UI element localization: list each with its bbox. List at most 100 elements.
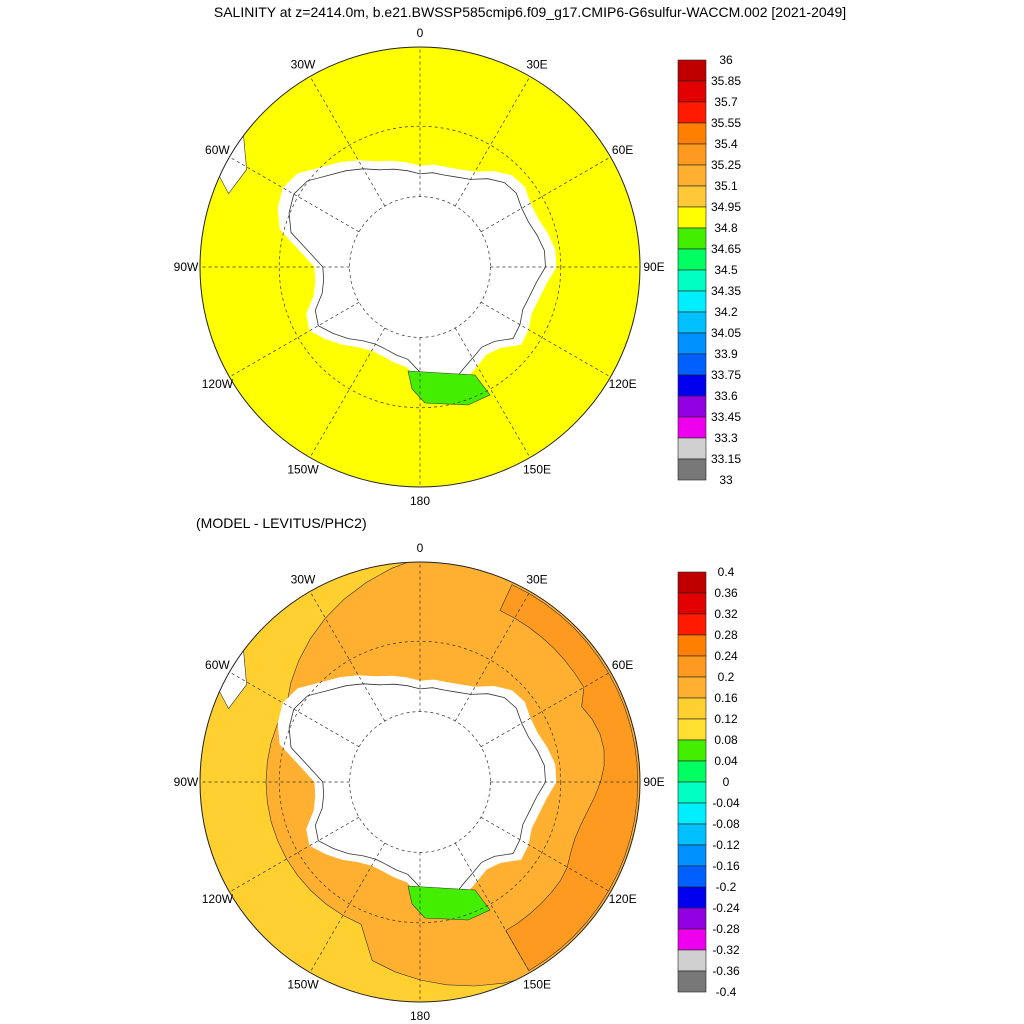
colorbar-swatch bbox=[677, 374, 707, 397]
colorbar-tick-label: 33.75 bbox=[711, 368, 741, 382]
strong-anomaly-region bbox=[499, 584, 639, 972]
colorbar-tick-label: 35.7 bbox=[714, 95, 738, 109]
colorbar-swatch bbox=[677, 823, 707, 846]
colorbar-tick-label: -0.28 bbox=[712, 922, 740, 936]
longitude-label: 120E bbox=[609, 892, 637, 906]
colorbar-swatch bbox=[677, 395, 707, 418]
longitude-gridline bbox=[309, 842, 386, 973]
longitude-label: 150W bbox=[287, 978, 319, 992]
longitude-label: 60W bbox=[205, 658, 230, 672]
longitude-gridline bbox=[480, 156, 611, 233]
longitude-gridline bbox=[309, 327, 386, 458]
colorbar-tick-label: 0.08 bbox=[714, 733, 738, 747]
colorbar-tick-label: 35.85 bbox=[711, 74, 741, 88]
latitude-gridline bbox=[278, 125, 562, 409]
longitude-label: 90E bbox=[643, 260, 664, 274]
colorbar-tick-label: 35.4 bbox=[714, 137, 738, 151]
longitude-label: 180 bbox=[410, 494, 430, 508]
longitude-gridline bbox=[229, 671, 360, 748]
colorbar-tick-label: -0.24 bbox=[712, 901, 740, 915]
colorbar-tick-label: -0.16 bbox=[712, 859, 740, 873]
colorbar-swatch bbox=[677, 760, 707, 783]
colorbar-swatch bbox=[677, 227, 707, 250]
colorbar-tick-label: 0.24 bbox=[714, 649, 738, 663]
colorbar-tick-label: 35.55 bbox=[711, 116, 741, 130]
colorbar-swatch bbox=[677, 269, 707, 292]
colorbar-tick-label: 33.3 bbox=[714, 431, 738, 445]
colorbar-swatch bbox=[677, 164, 707, 187]
colorbar-swatch bbox=[677, 865, 707, 888]
colorbar-tick-label: 0.32 bbox=[714, 607, 738, 621]
antarctica-landmass bbox=[277, 675, 557, 910]
longitude-label: 150W bbox=[287, 463, 319, 477]
colorbar-swatch bbox=[677, 592, 707, 615]
map-border bbox=[199, 561, 641, 1003]
longitude-gridline bbox=[454, 842, 531, 973]
top-colorbar: 36 35.85 35.7 35.55 35.4 35.25 35.1 34.95 34.8 34… bbox=[677, 53, 741, 487]
longitude-label: 90W bbox=[174, 260, 199, 274]
longitude-gridline bbox=[454, 591, 531, 722]
colorbar-swatch bbox=[677, 311, 707, 334]
longitude-label: 0 bbox=[417, 26, 424, 40]
colorbar-tick-label: 0.16 bbox=[714, 691, 738, 705]
longitude-label: 0 bbox=[417, 541, 424, 555]
colorbar-swatch bbox=[677, 928, 707, 951]
colorbar-tick-label: 36 bbox=[719, 53, 733, 67]
colorbar-tick-label: -0.32 bbox=[712, 943, 740, 957]
colorbar-swatch bbox=[677, 970, 707, 993]
longitude-gridline bbox=[454, 76, 531, 207]
top-polar-map: 0 30E 60E 90E 120E 150E 180 150W 120W 90W 60W 30W bbox=[174, 26, 665, 508]
colorbar-tick-label: 34.35 bbox=[711, 284, 741, 298]
bottom-polar-map: 0 30E 60E 90E 120E 150E 180 150W 120W 90W 60W 30W bbox=[174, 541, 665, 1023]
colorbar-tick-label: 33.6 bbox=[714, 389, 738, 403]
colorbar-swatch bbox=[677, 571, 707, 594]
longitude-gridline bbox=[454, 327, 531, 458]
colorbar-swatch bbox=[677, 739, 707, 762]
map-border bbox=[199, 46, 641, 488]
colorbar-swatch bbox=[677, 676, 707, 699]
colorbar-swatch bbox=[677, 80, 707, 103]
colorbar-swatch bbox=[677, 907, 707, 930]
colorbar-tick-label: 34.65 bbox=[711, 242, 741, 256]
latitude-gridline bbox=[278, 640, 562, 924]
longitude-gridline bbox=[480, 671, 611, 748]
colorbar-tick-label: 35.1 bbox=[714, 179, 738, 193]
longitude-label: 90W bbox=[174, 775, 199, 789]
colorbar-tick-label: 35.25 bbox=[711, 158, 741, 172]
colorbar-swatch bbox=[677, 634, 707, 657]
colorbar-swatch bbox=[677, 697, 707, 720]
colorbar-swatch bbox=[677, 802, 707, 825]
longitude-label: 120W bbox=[202, 377, 234, 391]
longitude-gridline bbox=[480, 301, 611, 378]
figure-title: SALINITY at z=2414.0m, b.e21.BWSSP585cmi… bbox=[214, 4, 846, 20]
colorbar-tick-label: -0.08 bbox=[712, 817, 740, 831]
longitude-label: 30W bbox=[291, 572, 316, 586]
colorbar-swatch bbox=[677, 613, 707, 636]
longitude-label: 60E bbox=[612, 143, 633, 157]
colorbar-tick-label: 33.9 bbox=[714, 347, 738, 361]
colorbar-tick-label: 34.5 bbox=[714, 263, 738, 277]
colorbar-swatch bbox=[677, 437, 707, 460]
longitude-label: 60W bbox=[205, 143, 230, 157]
colorbar-tick-label: -0.36 bbox=[712, 964, 740, 978]
colorbar-swatch bbox=[677, 248, 707, 271]
longitude-label: 90E bbox=[643, 775, 664, 789]
colorbar-swatch bbox=[677, 206, 707, 229]
colorbar-swatch bbox=[677, 416, 707, 439]
longitude-label: 120E bbox=[609, 377, 637, 391]
colorbar-tick-label: -0.12 bbox=[712, 838, 740, 852]
colorbar-tick-label: 0.2 bbox=[718, 670, 735, 684]
colorbar-tick-label: 34.2 bbox=[714, 305, 738, 319]
colorbar-swatch bbox=[677, 353, 707, 376]
colorbar-tick-label: 33.45 bbox=[711, 410, 741, 424]
colorbar-swatch bbox=[677, 59, 707, 82]
colorbar-swatch bbox=[677, 458, 707, 481]
colorbar-swatch bbox=[677, 290, 707, 313]
colorbar-swatch bbox=[677, 886, 707, 909]
colorbar-tick-label: 0.04 bbox=[714, 754, 738, 768]
colorbar-tick-label: -0.04 bbox=[712, 796, 740, 810]
bottom-panel-subtitle: (MODEL - LEVITUS/PHC2) bbox=[196, 515, 367, 531]
colorbar-swatch bbox=[677, 949, 707, 972]
longitude-label: 120W bbox=[202, 892, 234, 906]
